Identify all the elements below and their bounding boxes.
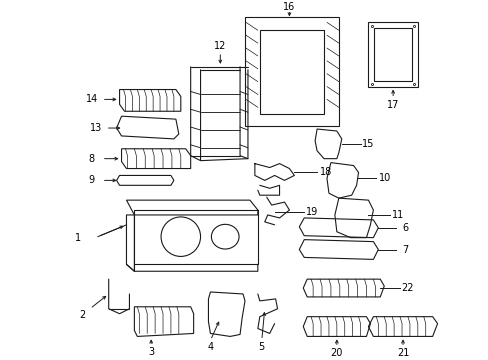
Text: 4: 4 bbox=[207, 342, 213, 352]
Text: 6: 6 bbox=[401, 223, 407, 233]
Text: 20: 20 bbox=[330, 348, 342, 358]
Bar bbox=[374, 28, 411, 81]
Text: 21: 21 bbox=[396, 348, 408, 358]
Text: 3: 3 bbox=[148, 347, 154, 357]
Text: 7: 7 bbox=[401, 244, 407, 255]
Text: 11: 11 bbox=[391, 210, 404, 220]
Text: 8: 8 bbox=[89, 154, 95, 164]
Text: 14: 14 bbox=[85, 94, 98, 104]
Text: 2: 2 bbox=[79, 310, 85, 320]
Text: 19: 19 bbox=[305, 207, 318, 217]
Text: 17: 17 bbox=[386, 100, 399, 110]
Bar bbox=[244, 17, 338, 126]
Text: 22: 22 bbox=[401, 283, 413, 293]
Text: 10: 10 bbox=[378, 174, 390, 183]
Text: 1: 1 bbox=[75, 233, 81, 243]
Bar bbox=[367, 22, 417, 86]
Bar bbox=[259, 30, 324, 114]
Text: 15: 15 bbox=[362, 139, 374, 149]
Text: 5: 5 bbox=[258, 342, 264, 352]
Text: 16: 16 bbox=[283, 1, 295, 12]
Text: 18: 18 bbox=[319, 167, 331, 177]
Text: 12: 12 bbox=[214, 41, 226, 51]
Text: 9: 9 bbox=[89, 175, 95, 185]
Text: 13: 13 bbox=[90, 123, 102, 133]
